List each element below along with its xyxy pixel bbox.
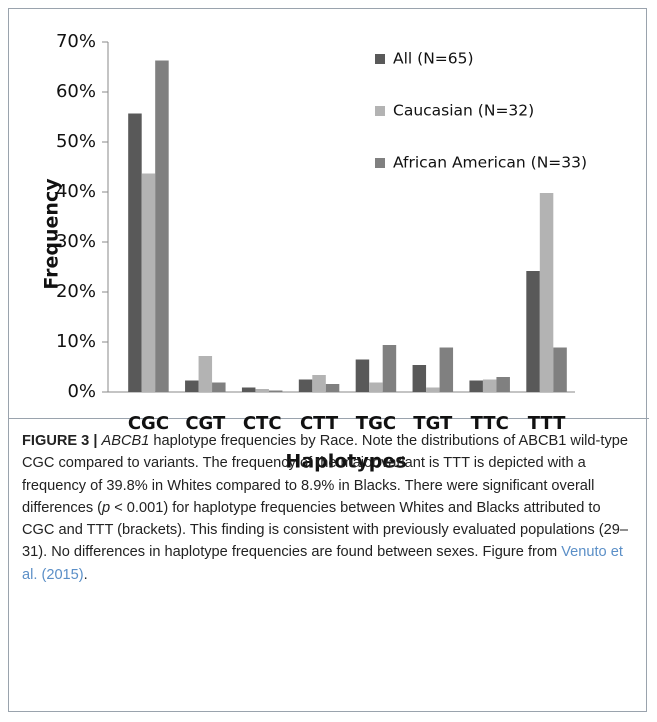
bar	[412, 365, 427, 392]
x-tick-label: TTT	[528, 413, 566, 434]
bar	[553, 347, 567, 392]
caption-end: .	[83, 566, 88, 583]
gene-name: ABCB1	[101, 433, 150, 449]
bar	[325, 384, 340, 392]
caption-text: haplotype frequencies by Race. Note the …	[22, 433, 628, 516]
y-tick-label: 0%	[67, 381, 96, 402]
x-tick-label: CTT	[300, 413, 339, 434]
bar	[469, 380, 483, 392]
bar	[369, 382, 383, 392]
x-axis-label: Haplotypes	[285, 451, 406, 473]
x-tick-label: TGC	[356, 413, 396, 434]
bar	[312, 375, 326, 392]
bar	[212, 382, 226, 392]
bar	[255, 389, 269, 392]
legend-swatch	[375, 158, 385, 168]
caption-text: < 0.001) for haplotype frequencies betwe…	[22, 499, 628, 561]
y-tick-label: 40%	[56, 181, 96, 202]
separator	[8, 418, 649, 419]
legend-swatch	[375, 106, 385, 116]
figure-label: FIGURE 3 |	[22, 433, 98, 449]
bar	[482, 379, 497, 392]
bar	[496, 377, 510, 392]
figure-frame	[8, 8, 647, 712]
p-symbol: p	[102, 499, 111, 516]
y-tick-label: 50%	[56, 131, 96, 152]
x-tick-label: CGC	[128, 413, 169, 434]
bar	[128, 113, 142, 392]
y-axis-label: Frequency	[41, 178, 63, 290]
bar	[185, 380, 199, 392]
chart: Frequency Haplotypes 0% 10% 20% 30% 40% 50% 60…	[41, 31, 588, 473]
bar	[526, 271, 540, 392]
bar	[268, 390, 283, 392]
x-tick-label: TGT	[413, 413, 453, 434]
y-tick-label: 70%	[56, 31, 96, 52]
y-tick-label: 60%	[56, 81, 96, 102]
x-tick-label: CGT	[185, 413, 226, 434]
legend-swatch	[375, 54, 385, 64]
bar	[241, 387, 256, 392]
x-tick-label: TTC	[471, 413, 509, 434]
y-tick-label: 10%	[56, 331, 96, 352]
x-tick-label: CTC	[243, 413, 282, 434]
y-tick-label: 20%	[56, 281, 96, 302]
bar	[439, 347, 454, 392]
bar	[355, 359, 370, 392]
bar	[382, 345, 397, 392]
citation-link[interactable]: Venuto et al. (2015)	[22, 544, 623, 583]
legend-label: All (N=65)	[393, 50, 474, 68]
legend-label: Caucasian (N=32)	[393, 102, 534, 120]
legend-label: African American (N=33)	[393, 154, 587, 172]
bar	[155, 60, 169, 392]
bar	[426, 387, 440, 392]
bar	[198, 356, 213, 392]
bar	[539, 193, 554, 392]
caption: FIGURE 3 | ABCB1 haplotype frequencies b…	[22, 430, 637, 586]
y-tick-label: 30%	[56, 231, 96, 252]
bar	[298, 379, 313, 392]
bar	[141, 173, 156, 392]
